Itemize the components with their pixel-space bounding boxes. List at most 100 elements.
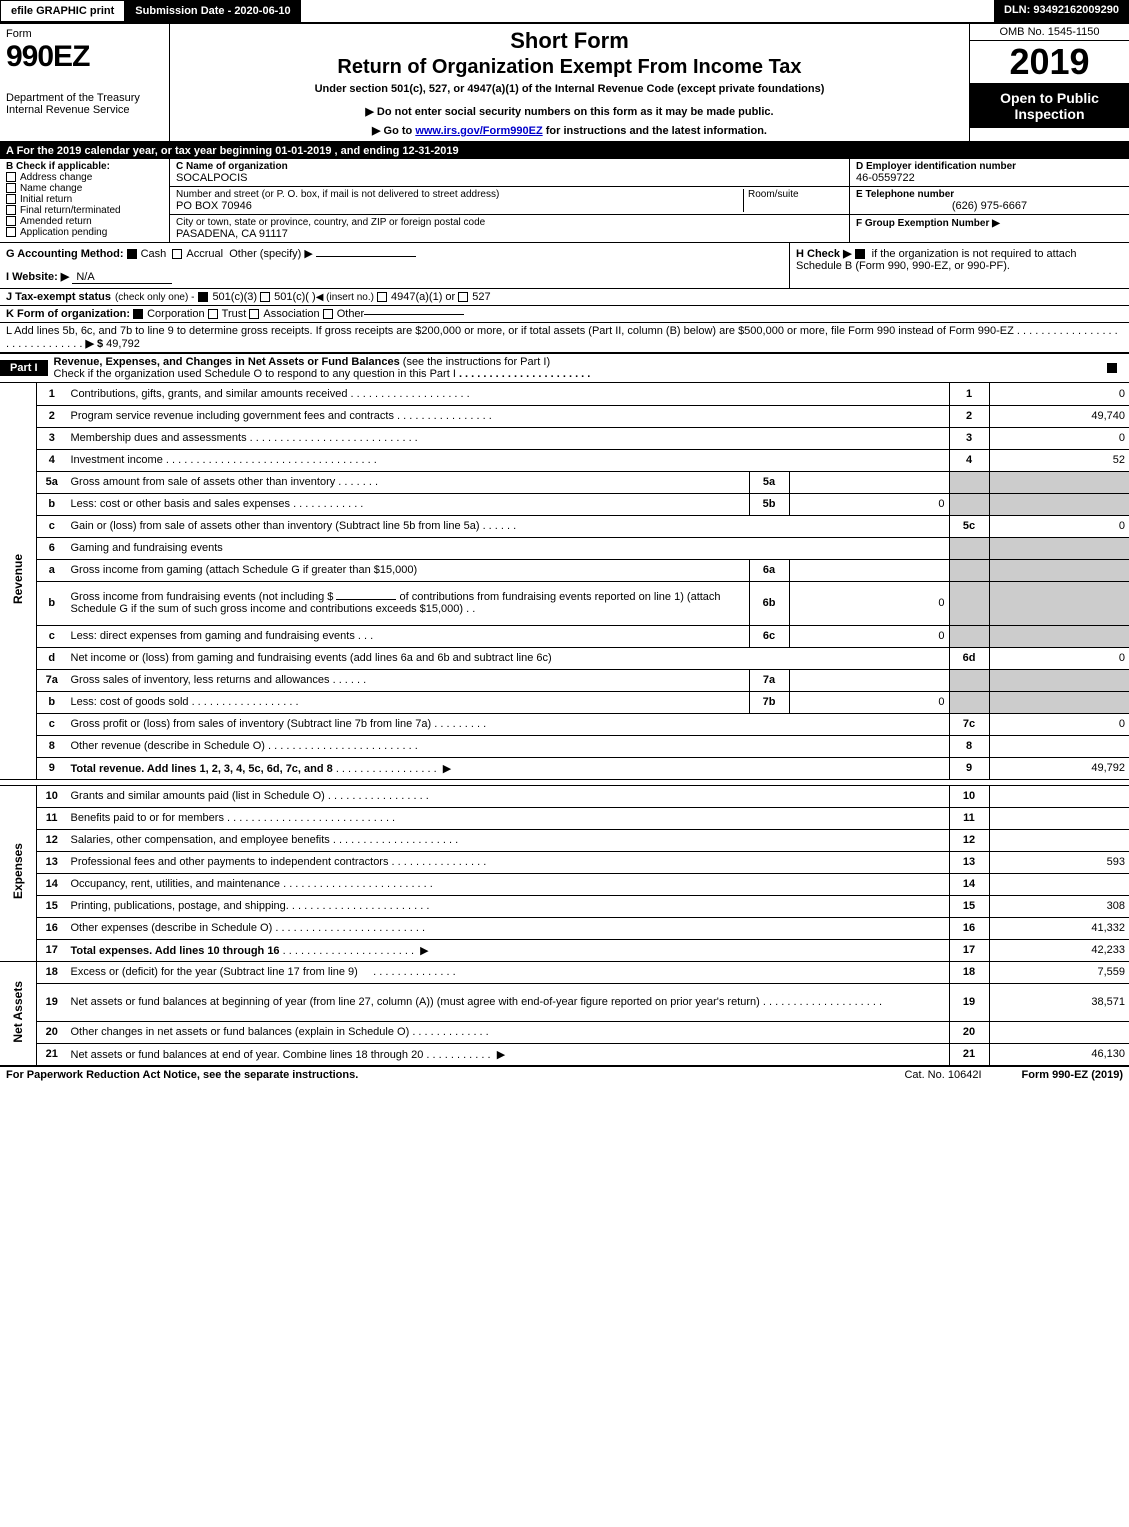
l3-rnum: 3 [949, 427, 989, 449]
l9-desc: Total revenue. Add lines 1, 2, 3, 4, 5c,… [71, 763, 333, 775]
l15-num: 15 [37, 895, 67, 917]
opt-501c3: 501(c)(3) [212, 291, 257, 303]
l14-num: 14 [37, 873, 67, 895]
part1-table: Revenue 1 Contributions, gifts, grants, … [0, 383, 1129, 1066]
l6a-rnum-grey [949, 559, 989, 581]
part1-tag: Part I [0, 360, 48, 376]
efile-print-button[interactable]: efile GRAPHIC print [0, 0, 125, 22]
chk-schedule-b[interactable] [855, 249, 865, 259]
l3-num: 3 [37, 427, 67, 449]
l6b-desc1: Gross income from fundraising events (no… [71, 591, 334, 603]
l9-value: 49,792 [989, 757, 1129, 779]
l6c-num: c [37, 625, 67, 647]
footer-form-ref: Form 990-EZ (2019) [1022, 1069, 1123, 1081]
chk-501c3[interactable] [198, 292, 208, 302]
city-value: PASADENA, CA 91117 [176, 228, 843, 240]
l5c-desc: Gain or (loss) from sale of assets other… [71, 520, 480, 532]
l10-rnum: 10 [949, 785, 989, 807]
form-number: 990EZ [6, 40, 163, 74]
l10-value [989, 785, 1129, 807]
top-bar: efile GRAPHIC print Submission Date - 20… [0, 0, 1129, 24]
submission-date-button[interactable]: Submission Date - 2020-06-10 [125, 0, 302, 22]
l6b-subnum: 6b [749, 581, 789, 625]
street-value: PO BOX 70946 [176, 200, 743, 212]
netassets-section-label: Net Assets [11, 981, 25, 1043]
form-header: Form 990EZ Department of the Treasury In… [0, 24, 1129, 143]
chk-4947[interactable] [377, 292, 387, 302]
dln-label: DLN: 93492162009290 [994, 0, 1129, 22]
l6-rval-grey [989, 537, 1129, 559]
l1-desc: Contributions, gifts, grants, and simila… [71, 388, 348, 400]
l17-value: 42,233 [989, 939, 1129, 961]
chk-address-change[interactable]: Address change [6, 172, 163, 183]
l5a-rval-grey [989, 471, 1129, 493]
accounting-method-label: G Accounting Method: [6, 248, 124, 260]
street-label: Number and street (or P. O. box, if mail… [176, 189, 743, 200]
other-org-field[interactable] [364, 314, 464, 315]
chk-association[interactable] [249, 309, 259, 319]
chk-schedule-o[interactable] [1107, 363, 1117, 373]
box-b-title: B Check if applicable: [6, 161, 163, 172]
chk-527[interactable] [458, 292, 468, 302]
form-label: Form [6, 28, 163, 40]
l7b-rval-grey [989, 691, 1129, 713]
l17-desc: Total expenses. Add lines 10 through 16 [71, 945, 280, 957]
l6a-subval [789, 559, 949, 581]
chk-501c[interactable] [260, 292, 270, 302]
phone-label: E Telephone number [856, 189, 1123, 200]
l5c-rnum: 5c [949, 515, 989, 537]
l7a-rnum-grey [949, 669, 989, 691]
ein-label: D Employer identification number [856, 161, 1123, 172]
l9-rnum: 9 [949, 757, 989, 779]
l2-value: 49,740 [989, 405, 1129, 427]
l5b-desc: Less: cost or other basis and sales expe… [71, 498, 291, 510]
l4-desc: Investment income [71, 454, 163, 466]
l16-desc: Other expenses (describe in Schedule O) [71, 922, 273, 934]
chk-accrual[interactable] [172, 249, 182, 259]
l12-num: 12 [37, 829, 67, 851]
other-method-field[interactable] [316, 256, 416, 257]
city-label: City or town, state or province, country… [176, 217, 843, 228]
l15-value: 308 [989, 895, 1129, 917]
l21-desc: Net assets or fund balances at end of ye… [71, 1049, 424, 1061]
l5a-rnum-grey [949, 471, 989, 493]
chk-application-pending[interactable]: Application pending [6, 227, 163, 238]
l5b-rnum-grey [949, 493, 989, 515]
chk-amended-return[interactable]: Amended return [6, 216, 163, 227]
l10-num: 10 [37, 785, 67, 807]
l15-rnum: 15 [949, 895, 989, 917]
l6c-subval: 0 [789, 625, 949, 647]
l11-value [989, 807, 1129, 829]
l15-desc: Printing, publications, postage, and shi… [71, 900, 289, 912]
chk-final-return[interactable]: Final return/terminated [6, 205, 163, 216]
l20-num: 20 [37, 1021, 67, 1043]
l7b-subval: 0 [789, 691, 949, 713]
ssn-notice: ▶ Do not enter social security numbers o… [176, 105, 963, 118]
irs-link[interactable]: www.irs.gov/Form990EZ [415, 125, 542, 137]
chk-other-org[interactable] [323, 309, 333, 319]
l3-value: 0 [989, 427, 1129, 449]
chk-trust[interactable] [208, 309, 218, 319]
l19-value: 38,571 [989, 983, 1129, 1021]
part1-header: Part I Revenue, Expenses, and Changes in… [0, 353, 1129, 383]
l18-rnum: 18 [949, 961, 989, 983]
l6-num: 6 [37, 537, 67, 559]
chk-name-change[interactable]: Name change [6, 183, 163, 194]
l6b-contrib-field[interactable] [336, 599, 396, 600]
l4-num: 4 [37, 449, 67, 471]
chk-initial-return[interactable]: Initial return [6, 194, 163, 205]
l7c-num: c [37, 713, 67, 735]
accrual-label: Accrual [186, 248, 223, 260]
l6a-subnum: 6a [749, 559, 789, 581]
l19-desc: Net assets or fund balances at beginning… [71, 996, 760, 1008]
chk-corporation[interactable] [133, 309, 143, 319]
chk-cash[interactable] [127, 249, 137, 259]
l13-desc: Professional fees and other payments to … [71, 856, 389, 868]
l4-rnum: 4 [949, 449, 989, 471]
l9-arrow: ▶ [443, 763, 451, 775]
return-title: Return of Organization Exempt From Incom… [176, 56, 963, 79]
l17-rnum: 17 [949, 939, 989, 961]
l21-arrow: ▶ [497, 1049, 505, 1061]
l10-desc: Grants and similar amounts paid (list in… [71, 790, 325, 802]
l6a-desc: Gross income from gaming (attach Schedul… [71, 564, 418, 576]
